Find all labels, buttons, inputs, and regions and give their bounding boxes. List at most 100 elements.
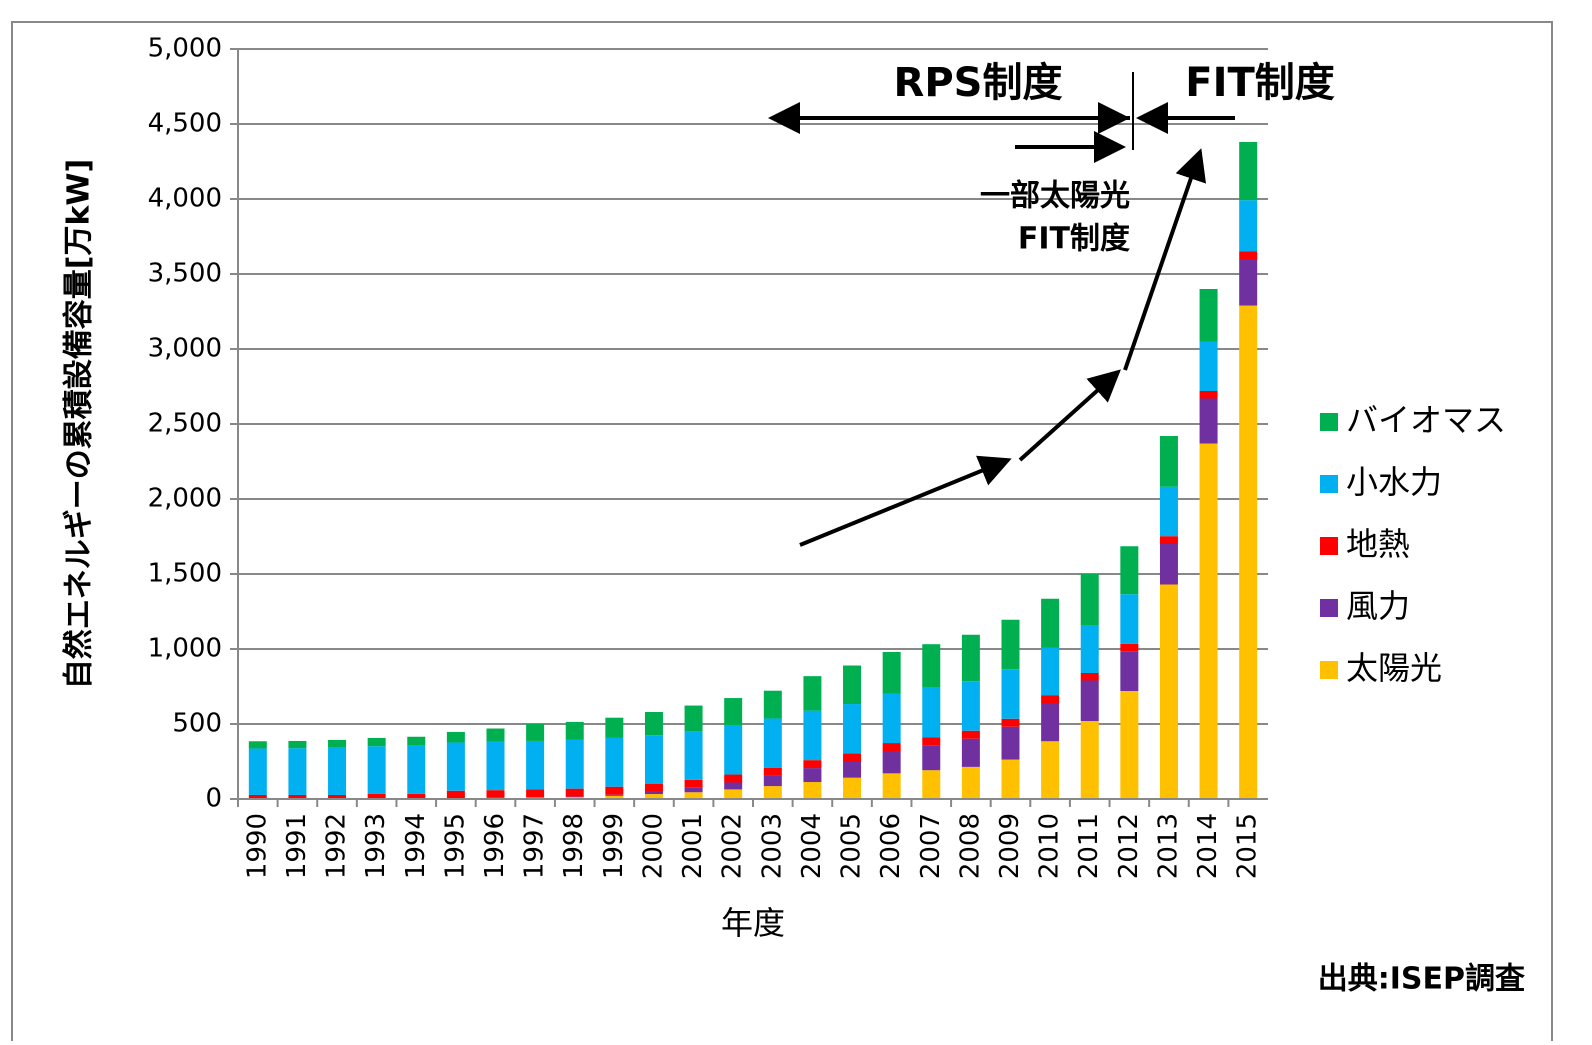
bar-segment bbox=[1239, 306, 1257, 800]
bar-segment bbox=[1002, 669, 1020, 719]
legend-label: 地熱 bbox=[1346, 525, 1410, 563]
x-tick-label: 2000 bbox=[638, 813, 668, 879]
bar-segment bbox=[724, 775, 742, 783]
bar-segment bbox=[1160, 436, 1178, 487]
x-tick-label: 2007 bbox=[916, 813, 946, 879]
bar-segment bbox=[962, 767, 980, 799]
x-tick-label: 2003 bbox=[757, 813, 787, 879]
bar-segment bbox=[407, 737, 425, 746]
bar-segment bbox=[1081, 681, 1099, 722]
x-tick-label: 2005 bbox=[837, 813, 867, 879]
bar-segment bbox=[1239, 251, 1257, 259]
bar-segment bbox=[803, 676, 821, 711]
bar-segment bbox=[1081, 721, 1099, 799]
source-note: 出典:ISEP調査 bbox=[1318, 962, 1525, 997]
x-tick-label: 2014 bbox=[1193, 813, 1223, 879]
legend-swatch bbox=[1320, 413, 1338, 431]
bar-segment bbox=[1160, 487, 1178, 537]
bar-segment bbox=[685, 788, 703, 793]
bar-segment bbox=[288, 741, 306, 748]
bar-segment bbox=[1239, 200, 1257, 251]
y-tick-label: 2,000 bbox=[148, 484, 222, 514]
y-tick-label: 500 bbox=[172, 709, 222, 739]
bar-segment bbox=[803, 711, 821, 761]
bar-segment bbox=[685, 792, 703, 799]
bar-segment bbox=[1081, 574, 1099, 625]
x-tick-label: 2001 bbox=[678, 813, 708, 879]
bar-segment bbox=[407, 794, 425, 799]
bar-segment bbox=[843, 666, 861, 705]
bar-segment bbox=[1120, 546, 1138, 594]
bar-segment bbox=[1239, 142, 1257, 200]
bar-segment bbox=[883, 773, 901, 799]
annotation: FIT制度 bbox=[1185, 60, 1335, 106]
bar-segment bbox=[566, 789, 584, 797]
y-tick-label: 3,500 bbox=[148, 259, 222, 289]
x-tick-label: 1996 bbox=[480, 813, 510, 879]
bar-segment bbox=[1002, 760, 1020, 799]
bar-segment bbox=[843, 762, 861, 778]
bar-segment bbox=[249, 748, 267, 795]
bar-segment bbox=[883, 694, 901, 744]
bar-segment bbox=[487, 790, 505, 798]
legend-label: バイオマス bbox=[1346, 401, 1506, 439]
x-tick-label: 2006 bbox=[876, 813, 906, 879]
bar-segment bbox=[1160, 585, 1178, 800]
x-tick-label: 1992 bbox=[322, 813, 352, 879]
bar-segment bbox=[526, 741, 544, 789]
annotation: RPS制度 bbox=[894, 60, 1063, 106]
bar-segment bbox=[962, 635, 980, 682]
bar-segment bbox=[1160, 544, 1178, 585]
bar-segment bbox=[724, 789, 742, 799]
annotation: 一部太陽光 bbox=[980, 179, 1130, 214]
bar-segment bbox=[1002, 727, 1020, 760]
bar-segment bbox=[526, 724, 544, 741]
bar-segment bbox=[803, 760, 821, 768]
bar-segment bbox=[407, 746, 425, 794]
x-tick-label: 1999 bbox=[599, 813, 629, 879]
bar-segment bbox=[1002, 719, 1020, 727]
legend-swatch bbox=[1320, 475, 1338, 493]
legend-label: 風力 bbox=[1346, 587, 1410, 625]
y-tick-label: 2,500 bbox=[148, 409, 222, 439]
bar-segment bbox=[1041, 696, 1059, 704]
bar-segment bbox=[1002, 620, 1020, 670]
bar-segment bbox=[764, 768, 782, 776]
bar-segment bbox=[803, 768, 821, 782]
x-tick-label: 1998 bbox=[559, 813, 589, 879]
bar-segment bbox=[566, 722, 584, 740]
x-tick-label: 1994 bbox=[401, 813, 431, 879]
y-tick-label: 1,000 bbox=[148, 634, 222, 664]
bar-segment bbox=[1120, 644, 1138, 652]
bar-segment bbox=[487, 742, 505, 790]
x-tick-label: 1993 bbox=[361, 813, 391, 879]
bar-segment bbox=[1081, 625, 1099, 673]
bar-segment bbox=[645, 735, 663, 784]
annotation: FIT制度 bbox=[1018, 222, 1130, 257]
x-tick-label: 2004 bbox=[797, 813, 827, 879]
x-tick-label: 2010 bbox=[1035, 813, 1065, 879]
bar-segment bbox=[605, 787, 623, 795]
bar-segment bbox=[962, 731, 980, 739]
bar-segment bbox=[368, 746, 386, 794]
bar-segment bbox=[605, 738, 623, 787]
bar-segment bbox=[605, 718, 623, 738]
bar-segment bbox=[566, 740, 584, 789]
bar-segment bbox=[1200, 289, 1218, 342]
y-tick-label: 0 bbox=[205, 784, 222, 814]
bar-segment bbox=[1160, 536, 1178, 544]
bar-segment bbox=[764, 718, 782, 768]
bar-segment bbox=[526, 789, 544, 797]
y-tick-label: 1,500 bbox=[148, 559, 222, 589]
x-tick-label: 1997 bbox=[520, 813, 550, 879]
bar-segment bbox=[1120, 691, 1138, 799]
bar-segment bbox=[922, 737, 940, 745]
x-tick-label: 2002 bbox=[718, 813, 748, 879]
legend-swatch bbox=[1320, 599, 1338, 617]
y-tick-label: 5,000 bbox=[148, 34, 222, 64]
legend-swatch bbox=[1320, 537, 1338, 555]
bar-segment bbox=[1041, 703, 1059, 741]
bar-segment bbox=[1200, 444, 1218, 800]
